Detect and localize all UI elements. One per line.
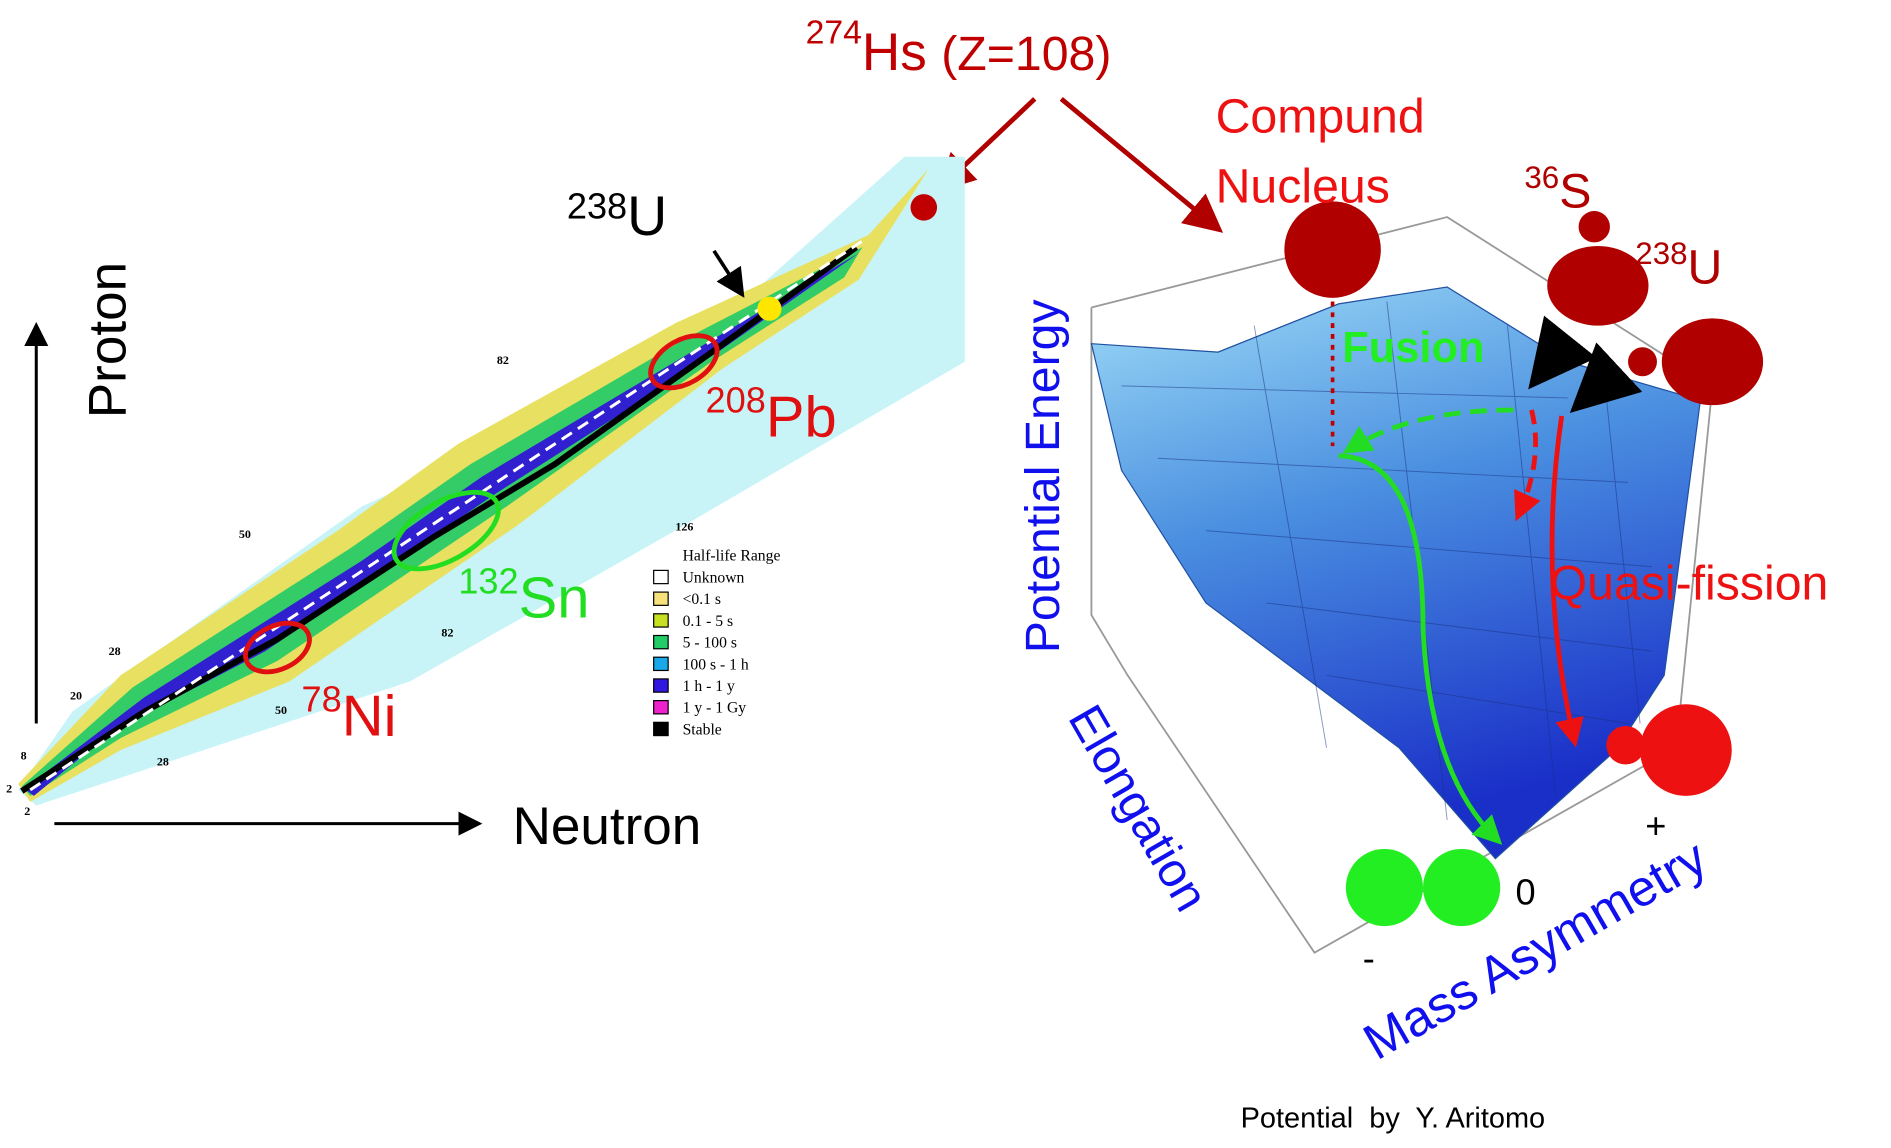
hs274-dot xyxy=(910,194,938,221)
arrow xyxy=(1569,342,1643,414)
symbol: Ni xyxy=(342,685,397,749)
symbol: U xyxy=(627,185,667,247)
magic-numbers: 2 8 20 28 50 82 28 50 82 126 2 xyxy=(6,353,693,818)
asym-tick: 0 xyxy=(1515,871,1535,912)
credit: Potential by Y. Aritomo xyxy=(1241,1103,1546,1135)
arrow xyxy=(1528,315,1597,390)
magic: 28 xyxy=(157,755,169,769)
symbol: S xyxy=(1559,164,1591,218)
fragment xyxy=(1606,725,1645,765)
magic: 50 xyxy=(275,703,287,717)
z-axis-label: Potential Energy xyxy=(1016,299,1070,654)
swatch xyxy=(653,700,669,715)
qf-path xyxy=(1514,409,1541,522)
mass: 238 xyxy=(1635,236,1687,271)
x-axis-label: Neutron xyxy=(513,797,702,856)
surface xyxy=(1090,286,1702,860)
swatch xyxy=(653,569,669,585)
swatch xyxy=(653,634,669,650)
legend: Half-life Range Unknown <0.1 s 0.1 - 5 s… xyxy=(653,548,781,738)
pb-circle xyxy=(648,333,720,391)
fusion-path xyxy=(1342,407,1514,454)
line xyxy=(29,239,864,792)
u238-dot xyxy=(757,296,782,321)
magic: 28 xyxy=(109,644,121,658)
nucleus xyxy=(1628,347,1657,377)
u-label: 238U xyxy=(567,185,667,247)
legend-title: Half-life Range xyxy=(683,548,781,565)
ni-label: 78Ni xyxy=(302,678,397,748)
u-label: 238U xyxy=(1635,236,1722,294)
title-symbol: Hs xyxy=(862,23,927,82)
compound-nucleus xyxy=(1284,201,1381,298)
title: 274Hs (Z=108) xyxy=(806,13,1112,82)
magic: 20 xyxy=(70,688,82,702)
compound-label: Compund xyxy=(1216,90,1425,144)
legend-item: 1 y - 1 Gy xyxy=(683,700,747,717)
asym-tick: - xyxy=(1363,938,1375,979)
legend-item: Stable xyxy=(683,721,722,738)
magic: 82 xyxy=(497,353,509,367)
mass: 78 xyxy=(302,678,342,719)
mass: 132 xyxy=(458,560,518,601)
fragment xyxy=(1345,848,1424,927)
mass: 36 xyxy=(1524,160,1559,195)
swatch xyxy=(653,591,669,606)
magic: 50 xyxy=(239,527,251,541)
legend-item: 1 h - 1 y xyxy=(683,678,735,695)
title-charge: (Z=108) xyxy=(941,27,1111,81)
legend-item: 5 - 100 s xyxy=(683,635,737,652)
legend-item: 0.1 - 5 s xyxy=(683,613,733,630)
magic: 8 xyxy=(21,749,27,763)
symbol: Pb xyxy=(766,386,837,450)
mass: 238 xyxy=(567,185,627,226)
fragment xyxy=(1640,704,1732,796)
pb-label: 208Pb xyxy=(706,379,837,449)
arrow xyxy=(712,249,745,298)
mass: 208 xyxy=(706,379,766,420)
symbol: Sn xyxy=(519,566,590,630)
magic: 126 xyxy=(675,520,693,534)
qf-path xyxy=(1549,415,1584,748)
compound-label: Nucleus xyxy=(1216,160,1390,214)
nucleus xyxy=(1578,211,1610,243)
legend-item: Unknown xyxy=(683,569,745,586)
fusion-path xyxy=(1338,453,1503,845)
arrow xyxy=(1059,97,1224,233)
swatch xyxy=(653,613,669,628)
nuclide-chart: 2 8 20 28 50 82 28 50 82 126 2 Half-life… xyxy=(6,156,965,856)
ni-circle xyxy=(243,620,312,675)
magic: 2 xyxy=(6,781,12,795)
qf-label: Quasi-fission xyxy=(1550,556,1829,610)
symbol: U xyxy=(1688,240,1723,294)
s-label: 36S xyxy=(1524,160,1591,218)
title-mass: 274 xyxy=(806,13,862,51)
magic: 82 xyxy=(441,626,453,640)
nucleus xyxy=(1547,246,1649,326)
sn-circle xyxy=(391,489,501,572)
y-axis-label: Proton xyxy=(78,262,137,418)
legend-item: 100 s - 1 h xyxy=(683,656,749,673)
swatch xyxy=(653,678,669,693)
fusion-label: Fusion xyxy=(1342,324,1484,372)
x-axis-label: Elongation xyxy=(1058,696,1219,920)
swatch xyxy=(653,721,669,737)
stable-line xyxy=(20,244,859,794)
legend-item: <0.1 s xyxy=(683,591,721,608)
magic: 2 xyxy=(24,804,30,818)
surface-plot: Compund Nucleus 36S 238U Fusion Quasi-fi… xyxy=(1016,90,1828,1135)
sn-label: 132Sn xyxy=(458,560,589,630)
nucleus xyxy=(1661,318,1764,406)
asym-tick: + xyxy=(1645,805,1666,846)
swatch xyxy=(653,656,669,672)
fragment xyxy=(1423,848,1501,927)
